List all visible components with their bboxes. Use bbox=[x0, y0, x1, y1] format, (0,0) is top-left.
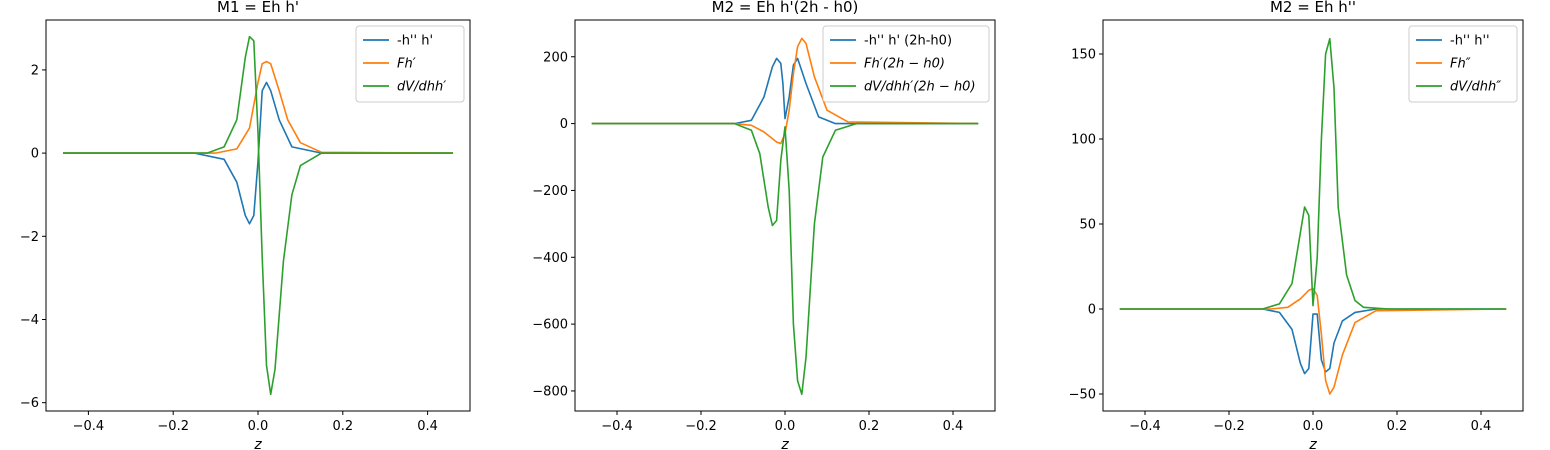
x-tick-label: 0.2 bbox=[1387, 419, 1408, 434]
y-tick-label: −6 bbox=[20, 396, 39, 411]
x-tick-label: −0.4 bbox=[73, 419, 105, 434]
series-lines bbox=[1119, 37, 1507, 395]
series-line-1 bbox=[63, 81, 453, 225]
chart-title: M2 = Eh h'(2h - h0) bbox=[712, 0, 859, 16]
legend-box bbox=[1408, 25, 1518, 103]
x-tick-label: 0.0 bbox=[1303, 419, 1324, 434]
legend: -h'' h'' Fh″ dV/dhh″ bbox=[1408, 25, 1518, 103]
series-line-2 bbox=[591, 37, 979, 145]
y-tick-label: −400 bbox=[532, 251, 568, 266]
x-tick-label: −0.2 bbox=[157, 419, 189, 434]
y-tick-label: −50 bbox=[1069, 388, 1096, 403]
chart-title: M2 = Eh h'' bbox=[1270, 0, 1356, 16]
x-tick-label: −0.4 bbox=[1129, 419, 1161, 434]
y-tick-label: 100 bbox=[1071, 133, 1096, 148]
series-lines bbox=[63, 35, 454, 396]
y-tick-label: 2 bbox=[31, 63, 39, 78]
y-tick-label: −2 bbox=[20, 230, 39, 245]
legend-entry-label: Fh′ bbox=[397, 57, 416, 72]
legend-entry-label: dV/dhh′ bbox=[397, 80, 446, 95]
x-axis-label: z bbox=[1308, 437, 1317, 450]
y-tick-label: −4 bbox=[20, 313, 39, 328]
legend-entry-label: Fh″ bbox=[1450, 57, 1471, 72]
x-axis-label: z bbox=[253, 437, 262, 450]
x-tick-label: 0.4 bbox=[943, 419, 964, 434]
x-tick-label: 0.0 bbox=[248, 419, 269, 434]
legend-entry-label: -h'' h'' bbox=[1450, 34, 1490, 49]
series-lines bbox=[591, 37, 979, 396]
chart-title: M1 = Eh h' bbox=[217, 0, 299, 16]
series-line-3 bbox=[591, 122, 979, 396]
x-tick-label: 0.0 bbox=[775, 419, 796, 434]
x-tick-label: −0.4 bbox=[601, 419, 633, 434]
y-tick-label: −800 bbox=[532, 384, 568, 399]
y-tick-label: 200 bbox=[543, 50, 568, 65]
subplot-3: −0.4 −0.2 0.0 0.2 0.4 −50 0 50 100 150 M2 = Eh h''… bbox=[1069, 0, 1524, 450]
x-tick-label: 0.4 bbox=[1471, 419, 1492, 434]
y-tick-label: 0 bbox=[1088, 303, 1096, 318]
series-line-2 bbox=[1119, 287, 1507, 395]
series-line-1 bbox=[591, 57, 979, 125]
y-tick-label: 0 bbox=[31, 147, 39, 162]
x-tick-label: 0.4 bbox=[417, 419, 438, 434]
x-tick-label: −0.2 bbox=[1213, 419, 1245, 434]
y-tick-label: 0 bbox=[560, 117, 568, 132]
legend-entry-label: Fh′(2h − h0) bbox=[864, 57, 945, 72]
series-line-1 bbox=[1119, 308, 1507, 375]
x-tick-label: 0.2 bbox=[859, 419, 880, 434]
legend-entry-label: -h'' h' bbox=[397, 34, 433, 49]
series-line-3 bbox=[63, 35, 453, 396]
legend-box bbox=[355, 25, 465, 103]
legend-entry-label: dV/dhh″ bbox=[1450, 80, 1501, 95]
subplot-2: −0.4 −0.2 0.0 0.2 0.4 −800 −600 −400 −200 0 200 M2 … bbox=[532, 0, 996, 450]
x-axis-label: z bbox=[780, 437, 789, 450]
x-tick-label: 0.2 bbox=[332, 419, 353, 434]
legend-entry-label: dV/dhh′(2h − h0) bbox=[864, 80, 976, 95]
series-line-2 bbox=[63, 60, 454, 154]
series-line-3 bbox=[1119, 37, 1507, 310]
legend-entry-label: -h'' h' (2h-h0) bbox=[864, 34, 952, 49]
y-tick-label: −600 bbox=[532, 318, 568, 333]
y-tick-label: 150 bbox=[1071, 48, 1096, 63]
legend-box bbox=[822, 25, 990, 103]
legend: -h'' h' (2h-h0) Fh′(2h − h0) dV/dhh′(2h − … bbox=[822, 25, 990, 103]
y-tick-label: 50 bbox=[1079, 218, 1096, 233]
x-tick-label: −0.2 bbox=[685, 419, 717, 434]
legend: -h'' h' Fh′ dV/dhh′ bbox=[355, 25, 465, 103]
subplot-1: −0.4 −0.2 0.0 0.2 0.4 −6 −4 −2 0 2 M1 = Eh h' z -h''… bbox=[20, 0, 471, 450]
y-tick-label: −200 bbox=[532, 184, 568, 199]
